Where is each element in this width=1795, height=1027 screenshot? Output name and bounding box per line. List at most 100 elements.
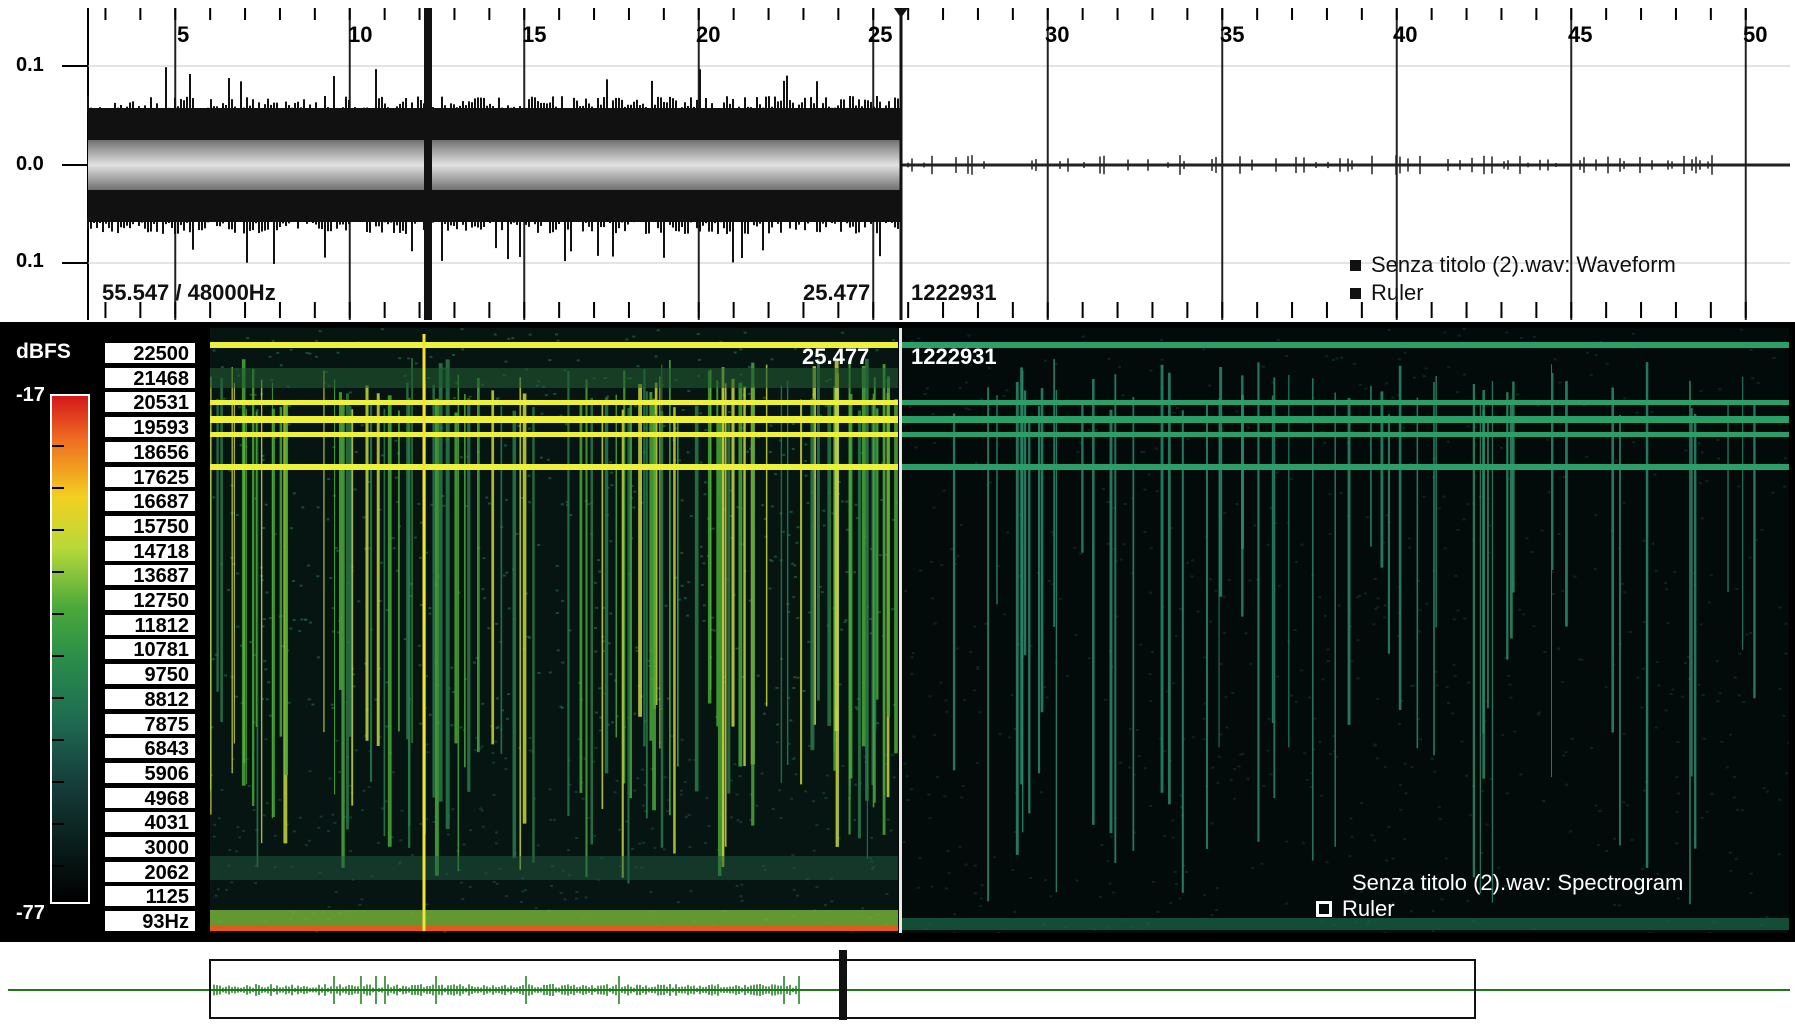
speckle bbox=[549, 819, 552, 821]
waveform-panel[interactable]: 0.1 0.0 0.1 5 10 15 20 25 30 35 40 45 50… bbox=[0, 0, 1795, 322]
speckle bbox=[930, 886, 933, 888]
speckle bbox=[1573, 576, 1576, 578]
speckle bbox=[1224, 696, 1227, 698]
speckle bbox=[891, 608, 894, 610]
speckle bbox=[700, 461, 703, 463]
speckle bbox=[976, 762, 979, 764]
speckle bbox=[1698, 442, 1701, 444]
speckle bbox=[823, 525, 826, 527]
speckle bbox=[308, 698, 311, 700]
speckle bbox=[1708, 601, 1711, 603]
speckle bbox=[822, 792, 825, 794]
cursor-line[interactable] bbox=[899, 328, 902, 933]
speckle bbox=[855, 706, 858, 708]
speckle bbox=[1738, 694, 1741, 696]
speckle bbox=[1706, 811, 1709, 813]
speckle bbox=[1673, 571, 1676, 573]
speckle bbox=[776, 723, 779, 725]
speckle bbox=[1241, 753, 1244, 755]
speckle bbox=[792, 596, 795, 598]
speckle bbox=[1173, 412, 1176, 414]
speckle bbox=[807, 641, 810, 643]
speckle bbox=[960, 524, 963, 526]
speckle bbox=[333, 822, 336, 824]
speckle bbox=[1356, 639, 1359, 641]
spec-ruler-legend-item[interactable]: Ruler bbox=[1316, 896, 1395, 922]
speckle bbox=[1729, 734, 1732, 736]
speckle bbox=[377, 842, 380, 844]
speckle bbox=[1541, 530, 1544, 532]
spectrogram-unselected-region[interactable] bbox=[902, 328, 1789, 933]
speckle bbox=[797, 526, 800, 528]
ruler-legend-item[interactable]: Ruler bbox=[1350, 280, 1424, 306]
overview-waveform[interactable] bbox=[0, 942, 1795, 1022]
speckle bbox=[635, 647, 638, 649]
speckle bbox=[1469, 814, 1472, 816]
speckle bbox=[254, 882, 257, 884]
speckle bbox=[755, 805, 758, 807]
speckle bbox=[327, 830, 330, 832]
speckle bbox=[557, 649, 560, 651]
speckle bbox=[1465, 775, 1468, 777]
speckle bbox=[703, 604, 706, 606]
speckle bbox=[414, 537, 417, 539]
speckle bbox=[1203, 894, 1206, 896]
speckle bbox=[320, 816, 323, 818]
spectrogram-selected-region[interactable] bbox=[210, 328, 898, 933]
waveform-legend-item[interactable]: Senza titolo (2).wav: Waveform bbox=[1350, 252, 1676, 278]
speckle bbox=[1150, 547, 1153, 549]
speckle bbox=[1011, 694, 1014, 696]
speckle bbox=[1531, 551, 1534, 553]
speckle bbox=[1664, 582, 1667, 584]
speckle bbox=[933, 442, 936, 444]
speckle bbox=[959, 846, 962, 848]
speckle bbox=[948, 872, 951, 874]
speckle bbox=[557, 340, 560, 342]
speckle bbox=[985, 623, 988, 625]
speckle bbox=[235, 696, 238, 698]
freq-label: 22500 bbox=[104, 342, 196, 364]
speckle bbox=[1211, 822, 1214, 824]
low-band-hot bbox=[210, 926, 898, 931]
speckle bbox=[740, 900, 743, 902]
speckle bbox=[1405, 792, 1408, 794]
speckle bbox=[804, 790, 807, 792]
speckle bbox=[494, 741, 497, 743]
speckle bbox=[1419, 738, 1422, 740]
speckle bbox=[1332, 359, 1335, 361]
speckle bbox=[548, 477, 551, 479]
speckle bbox=[1066, 675, 1069, 677]
speckle bbox=[1463, 618, 1466, 620]
speckle bbox=[1613, 904, 1616, 906]
speckle bbox=[1202, 738, 1205, 740]
speckle bbox=[1178, 898, 1181, 900]
speckle bbox=[739, 821, 742, 823]
speckle bbox=[1677, 793, 1680, 795]
speckle bbox=[496, 397, 499, 399]
speckle bbox=[309, 622, 312, 624]
speckle bbox=[1537, 405, 1540, 407]
speckle bbox=[293, 830, 296, 832]
overview-strip[interactable] bbox=[0, 942, 1795, 1022]
speckle bbox=[300, 618, 303, 620]
cursor-sample: 1222931 bbox=[911, 280, 997, 306]
time-tick-5: 5 bbox=[177, 22, 189, 48]
y-label-bottom: 0.1 bbox=[16, 250, 44, 273]
speckle bbox=[1285, 903, 1288, 905]
speckle bbox=[469, 396, 472, 398]
speckle bbox=[1439, 818, 1442, 820]
speckle bbox=[520, 901, 523, 903]
speckle bbox=[1446, 686, 1449, 688]
speckle bbox=[653, 847, 656, 849]
speckle bbox=[1481, 790, 1484, 792]
speckle bbox=[505, 572, 508, 574]
speckle bbox=[1720, 741, 1723, 743]
speckle bbox=[796, 895, 799, 897]
speckle bbox=[1422, 496, 1425, 498]
speckle bbox=[945, 711, 948, 713]
speckle bbox=[1675, 776, 1678, 778]
speckle bbox=[680, 794, 683, 796]
speckle bbox=[1144, 531, 1147, 533]
